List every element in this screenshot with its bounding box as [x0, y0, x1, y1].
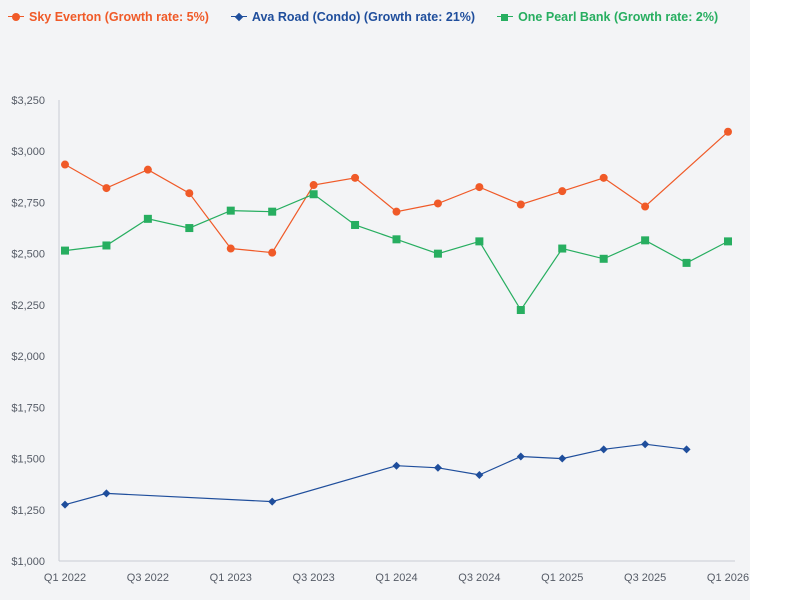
- data-point-2: [351, 220, 360, 229]
- x-tick-label: Q3 2024: [458, 572, 500, 584]
- legend-label: Sky Everton (Growth rate: 5%): [29, 10, 209, 24]
- data-point-1: [102, 489, 111, 498]
- x-tick-label: Q3 2023: [293, 572, 335, 584]
- legend: Sky Everton (Growth rate: 5%) Ava Road (…: [8, 10, 718, 24]
- data-point-1: [433, 463, 442, 472]
- x-tick-label: Q1 2026: [707, 572, 749, 584]
- chart-area: Sky Everton (Growth rate: 5%) Ava Road (…: [0, 0, 750, 600]
- data-point-0: [516, 200, 525, 209]
- data-point-2: [516, 306, 525, 315]
- y-tick-label: $3,000: [11, 146, 45, 158]
- data-point-0: [61, 160, 69, 169]
- x-tick-label: Q1 2025: [541, 572, 583, 584]
- series-line-1: [64, 443, 687, 506]
- data-point-2: [475, 237, 484, 246]
- y-tick-label: $3,250: [11, 95, 45, 107]
- diamond-marker-icon: [230, 12, 247, 22]
- data-point-0: [392, 207, 401, 216]
- data-point-2: [599, 254, 608, 263]
- data-point-2: [226, 206, 235, 215]
- y-tick-label: $1,500: [11, 454, 45, 466]
- data-point-2: [392, 235, 401, 244]
- data-point-1: [268, 497, 277, 506]
- series-line-0: [64, 131, 729, 254]
- data-point-1: [682, 445, 691, 454]
- y-tick-label: $2,750: [11, 197, 45, 209]
- data-point-2: [724, 237, 732, 246]
- data-point-1: [599, 445, 608, 454]
- x-tick-label: Q1 2023: [210, 572, 252, 584]
- data-point-2: [641, 236, 650, 245]
- y-tick-label: $1,750: [11, 402, 45, 414]
- data-point-2: [61, 246, 69, 255]
- data-point-2: [558, 244, 567, 253]
- x-tick-label: Q3 2022: [127, 572, 169, 584]
- data-point-0: [724, 127, 732, 136]
- circle-marker-icon: [8, 12, 24, 22]
- data-point-2: [433, 249, 442, 258]
- data-point-1: [392, 461, 401, 470]
- data-point-2: [268, 207, 277, 216]
- data-point-1: [61, 500, 69, 509]
- data-point-0: [143, 165, 152, 174]
- data-point-2: [309, 190, 318, 199]
- data-point-0: [558, 187, 567, 196]
- data-point-1: [516, 452, 525, 461]
- data-point-0: [309, 181, 318, 190]
- y-tick-label: $2,000: [11, 351, 45, 363]
- legend-label: One Pearl Bank (Growth rate: 2%): [518, 10, 719, 24]
- y-tick-label: $2,500: [11, 249, 45, 261]
- data-point-2: [143, 214, 152, 223]
- data-point-1: [558, 454, 567, 463]
- data-point-0: [102, 184, 111, 193]
- x-tick-label: Q3 2025: [624, 572, 666, 584]
- data-point-0: [185, 189, 194, 198]
- data-point-0: [433, 199, 442, 208]
- data-point-2: [682, 258, 691, 267]
- legend-item-ava-road[interactable]: Ava Road (Condo) (Growth rate: 21%): [230, 10, 476, 24]
- legend-label: Ava Road (Condo) (Growth rate: 21%): [251, 10, 476, 24]
- data-point-0: [351, 173, 360, 182]
- data-point-2: [102, 241, 111, 250]
- data-point-0: [268, 248, 277, 257]
- y-tick-label: $1,000: [11, 556, 45, 568]
- y-tick-label: $1,250: [11, 505, 45, 517]
- y-tick-label: $2,250: [11, 300, 45, 312]
- data-point-2: [185, 224, 194, 233]
- data-point-1: [475, 470, 484, 479]
- line-chart: $1,000 $1,250 $1,500 $1,750 $2,000 $2,250 $2,5…: [11, 95, 749, 584]
- legend-item-one-pearl-bank[interactable]: One Pearl Bank (Growth rate: 2%): [497, 10, 718, 24]
- data-point-0: [475, 183, 484, 192]
- legend-item-sky-everton[interactable]: Sky Everton (Growth rate: 5%): [8, 10, 209, 24]
- data-point-0: [641, 202, 650, 211]
- data-point-0: [226, 244, 235, 253]
- data-point-0: [599, 173, 608, 182]
- x-tick-label: Q1 2022: [44, 572, 86, 584]
- x-tick-label: Q1 2024: [375, 572, 417, 584]
- data-point-1: [641, 440, 650, 449]
- square-marker-icon: [497, 12, 514, 22]
